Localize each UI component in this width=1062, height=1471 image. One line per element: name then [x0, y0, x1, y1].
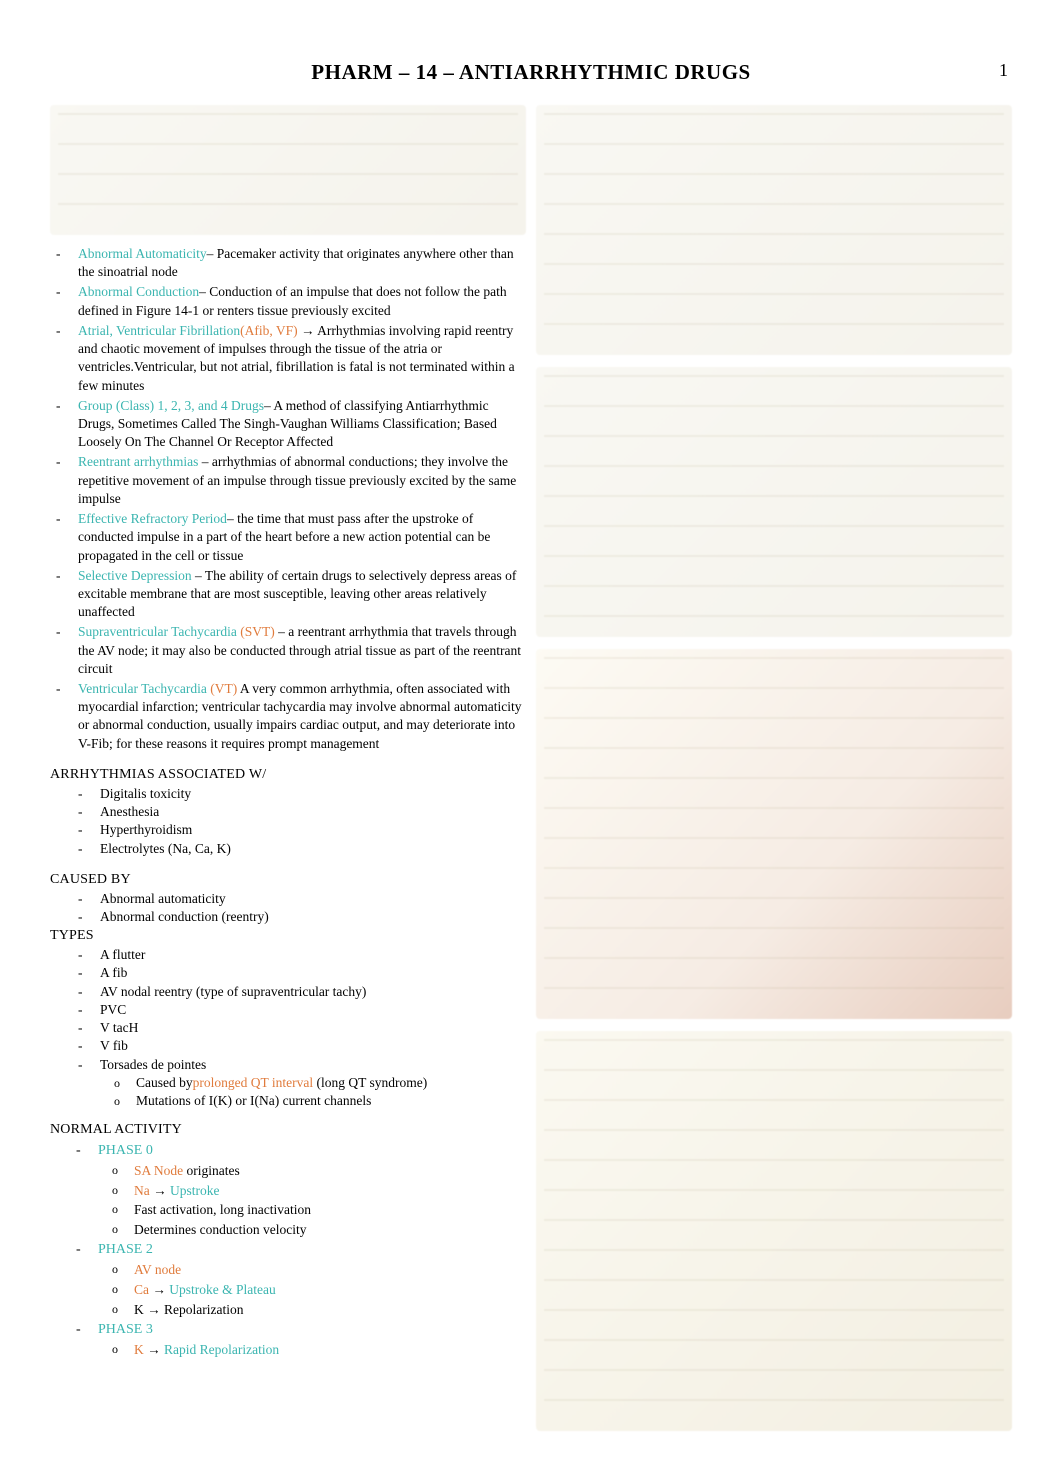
phase-label: PHASE 2 — [98, 1242, 153, 1257]
phase-item: K → Repolarization — [134, 1300, 526, 1320]
highlight: K — [134, 1342, 147, 1357]
arrow: → — [152, 1282, 169, 1297]
term: Supraventricular Tachycardia — [78, 624, 240, 639]
figure-ecg-strips — [536, 105, 1012, 355]
definition-item: Group (Class) 1, 2, 3, and 4 Drugs– A me… — [78, 397, 522, 452]
definition-item: Atrial, Ventricular Fibrillation(Afib, V… — [78, 322, 522, 395]
phase-2-items: AV node Ca → Upstroke & Plateau K → Repo… — [98, 1260, 526, 1319]
definitions-list: Abnormal Automaticity– Pacemaker activit… — [50, 245, 526, 753]
arrow: → — [153, 1183, 170, 1198]
phase-item: K → Rapid Repolarization — [134, 1340, 526, 1360]
text: (long QT syndrome) — [313, 1075, 427, 1090]
highlight: SA Node — [134, 1163, 187, 1178]
list-item: Electrolytes (Na, Ca, K) — [100, 840, 526, 858]
phase-item: Determines conduction velocity — [134, 1220, 526, 1240]
types-list: A flutter A fib AV nodal reentry (type o… — [50, 946, 526, 1110]
definition-item: Abnormal Conduction– Conduction of an im… — [78, 283, 522, 319]
phase-item: SA Node originates — [134, 1161, 526, 1181]
list-item: Abnormal automaticity — [100, 890, 526, 908]
page-title: PHARM – 14 – ANTIARRHYTHMIC DRUGS — [50, 60, 1012, 85]
highlight: Ca — [134, 1282, 152, 1297]
abbr: (SVT) — [240, 624, 278, 639]
abbr: (VT) — [210, 681, 240, 696]
term: Abnormal Automaticity — [78, 246, 207, 261]
list-item: V tacH — [100, 1019, 526, 1037]
heading-normal-activity: NORMAL ACTIVITY — [50, 1122, 526, 1138]
figure-heart-anatomy — [536, 649, 1012, 1019]
heading-caused-by: CAUSED BY — [50, 872, 526, 888]
definition-item: Abnormal Automaticity– Pacemaker activit… — [78, 245, 522, 281]
term: Abnormal Conduction — [78, 284, 199, 299]
term: Reentrant arrhythmias — [78, 454, 202, 469]
term: Selective Depression — [78, 568, 195, 583]
phase-item: AV node — [134, 1260, 526, 1280]
sub-item: Caused byprolonged QT interval (long QT … — [136, 1074, 526, 1092]
definition-item: Effective Refractory Period– the time th… — [78, 510, 522, 565]
torsades-label: Torsades de pointes — [100, 1057, 206, 1072]
list-item: Digitalis toxicity — [100, 785, 526, 803]
definition-item: Ventricular Tachycardia (VT) A very comm… — [78, 680, 522, 753]
list-item: Abnormal conduction (reentry) — [100, 908, 526, 926]
list-item: PVC — [100, 1001, 526, 1019]
arrow: → — [147, 1342, 164, 1357]
heading-associated: ARRHYTHMIAS ASSOCIATED W/ — [50, 767, 526, 783]
list-item: A flutter — [100, 946, 526, 964]
phase-0-items: SA Node originates Na → Upstroke Fast ac… — [98, 1161, 526, 1239]
list-item: AV nodal reentry (type of supraventricul… — [100, 983, 526, 1001]
term: Effective Refractory Period — [78, 511, 227, 526]
phase-0: PHASE 0 SA Node originates Na → Upstroke… — [98, 1140, 526, 1239]
term: Atrial, Ventricular Fibrillation — [78, 323, 240, 338]
list-item: Torsades de pointes Caused byprolonged Q… — [100, 1056, 526, 1111]
phase-2: PHASE 2 AV node Ca → Upstroke & Plateau … — [98, 1239, 526, 1319]
left-column: Abnormal Automaticity– Pacemaker activit… — [50, 105, 526, 1431]
figure-action-potential — [536, 1031, 1012, 1431]
highlight: prolonged QT interval — [193, 1075, 313, 1090]
phase-item: Na → Upstroke — [134, 1181, 526, 1201]
text: Caused by — [136, 1075, 193, 1090]
definition-item: Supraventricular Tachycardia (SVT) – a r… — [78, 623, 522, 678]
abbr: (Afib, VF) — [240, 323, 301, 338]
text: Repolarization — [164, 1302, 243, 1317]
list-item: Anesthesia — [100, 803, 526, 821]
content-columns: Abnormal Automaticity– Pacemaker activit… — [50, 105, 1012, 1431]
arrow: → — [147, 1302, 164, 1317]
heading-types: TYPES — [50, 928, 526, 944]
phase-label: PHASE 3 — [98, 1322, 153, 1337]
list-item: A fib — [100, 964, 526, 982]
term: Group (Class) 1, 2, 3, and 4 Drugs — [78, 398, 264, 413]
highlight: Na — [134, 1183, 153, 1198]
highlight: Upstroke — [170, 1183, 220, 1198]
highlight: AV node — [134, 1262, 181, 1277]
figure-drug-table — [50, 105, 526, 235]
caused-by-list: Abnormal automaticity Abnormal conductio… — [50, 890, 526, 926]
list-item: Hyperthyroidism — [100, 821, 526, 839]
text: K — [134, 1302, 147, 1317]
definition-item: Selective Depression – The ability of ce… — [78, 567, 522, 622]
sub-item: Mutations of I(K) or I(Na) current chann… — [136, 1092, 526, 1110]
definition-item: Reentrant arrhythmias – arrhythmias of a… — [78, 453, 522, 508]
torsades-sublist: Caused byprolonged QT interval (long QT … — [100, 1074, 526, 1110]
right-column — [536, 105, 1012, 1431]
text: originates — [187, 1163, 240, 1178]
phase-3: PHASE 3 K → Rapid Repolarization — [98, 1319, 526, 1360]
phase-item: Ca → Upstroke & Plateau — [134, 1280, 526, 1300]
associated-list: Digitalis toxicity Anesthesia Hyperthyro… — [50, 785, 526, 858]
phase-label: PHASE 0 — [98, 1143, 153, 1158]
phase-item: Fast activation, long inactivation — [134, 1200, 526, 1220]
page-number: 1 — [999, 60, 1008, 81]
phase-3-items: K → Rapid Repolarization — [98, 1340, 526, 1360]
highlight: Rapid Repolarization — [164, 1342, 279, 1357]
text: Mutations of I(K) or I(Na) current chann… — [136, 1093, 371, 1108]
figure-ecg-strips-2 — [536, 367, 1012, 637]
term: Ventricular Tachycardia — [78, 681, 210, 696]
list-item: V fib — [100, 1037, 526, 1055]
phase-list: PHASE 0 SA Node originates Na → Upstroke… — [50, 1140, 526, 1360]
highlight: Upstroke & Plateau — [169, 1282, 275, 1297]
